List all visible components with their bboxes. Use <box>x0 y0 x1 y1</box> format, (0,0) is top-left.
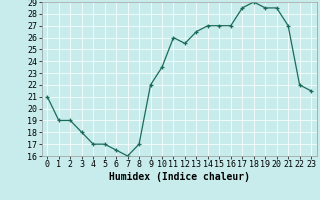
X-axis label: Humidex (Indice chaleur): Humidex (Indice chaleur) <box>109 172 250 182</box>
